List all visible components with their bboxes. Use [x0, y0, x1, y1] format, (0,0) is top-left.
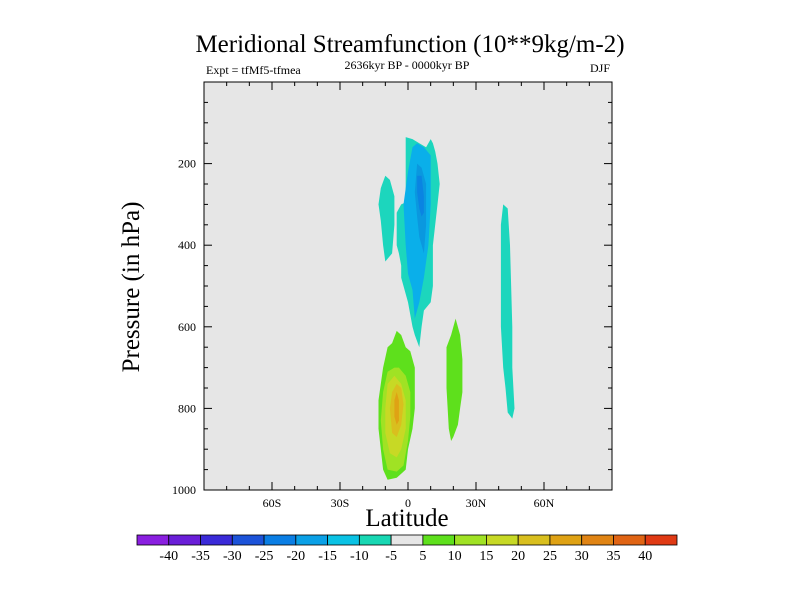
x-axis: 60S 30S 0 30N 60N: [226, 82, 590, 510]
y-tick-label: 800: [178, 401, 196, 415]
x-tick-label: 30S: [331, 496, 350, 510]
x-tick-label: 60S: [263, 496, 282, 510]
colorbar-label: 15: [479, 549, 493, 564]
colorbar-swatch: [263, 534, 297, 546]
colorbar-label: 20: [511, 549, 525, 564]
y-axis: 200 400 600 800 1000: [172, 101, 612, 497]
contour-region: [446, 318, 463, 441]
colorbar-label: 5: [419, 549, 426, 564]
colorbar-label: -20: [286, 549, 305, 564]
colorbar-swatch: [613, 534, 646, 546]
colorbar-swatch: [422, 534, 456, 546]
colorbar-swatch: [581, 534, 614, 546]
colorbar-swatch: [200, 534, 233, 546]
colorbar: -40 -35 -30 -25 -20 -15 -10 -5 5 10 15 20 25 30 35 40: [136, 534, 678, 564]
colorbar-swatch: [136, 534, 170, 546]
season-label: DJF: [590, 61, 610, 75]
y-axis-label: Pressure (in hPa): [118, 202, 145, 373]
colorbar-swatch: [358, 534, 392, 546]
colorbar-label: -25: [255, 549, 274, 564]
contour-region: [417, 175, 424, 217]
contour-region: [500, 204, 515, 419]
y-tick-label: 1000: [172, 483, 196, 497]
colorbar-swatch: [549, 534, 583, 546]
contour-region: [394, 392, 399, 425]
contour-layer: [378, 137, 515, 480]
x-tick-label: 30N: [466, 496, 487, 510]
experiment-label: Expt = tfMf5-tfmea: [206, 63, 301, 77]
colorbar-label: -40: [159, 549, 178, 564]
colorbar-label: 10: [448, 549, 462, 564]
time-range-label: 2636kyr BP - 0000kyr BP: [345, 58, 470, 72]
chart-title: Meridional Streamfunction (10**9kg/m-2): [195, 31, 624, 58]
colorbar-swatch: [390, 534, 424, 546]
x-tick-label: 60N: [534, 496, 555, 510]
colorbar-swatch: [454, 534, 487, 546]
colorbar-label: 35: [606, 549, 620, 564]
colorbar-swatch: [327, 534, 360, 546]
y-tick-label: 600: [178, 320, 196, 334]
colorbar-label: -35: [191, 549, 210, 564]
y-tick-label: 200: [178, 157, 196, 171]
y-tick-label: 400: [178, 238, 196, 252]
colorbar-label: -15: [318, 549, 337, 564]
colorbar-swatch: [486, 534, 519, 546]
colorbar-swatch: [517, 534, 551, 546]
x-axis-label: Latitude: [365, 505, 448, 532]
contour-region: [378, 175, 395, 262]
colorbar-label: 25: [543, 549, 557, 564]
colorbar-label: -5: [385, 549, 397, 564]
colorbar-swatch: [168, 534, 201, 546]
colorbar-label: 40: [638, 549, 652, 564]
colorbar-swatch: [644, 534, 678, 546]
colorbar-label: -10: [350, 549, 369, 564]
colorbar-swatch: [295, 534, 328, 546]
colorbar-label: -30: [223, 549, 242, 564]
colorbar-label: 30: [575, 549, 589, 564]
colorbar-swatch: [231, 534, 265, 546]
x-tick-label: 0: [405, 496, 411, 510]
